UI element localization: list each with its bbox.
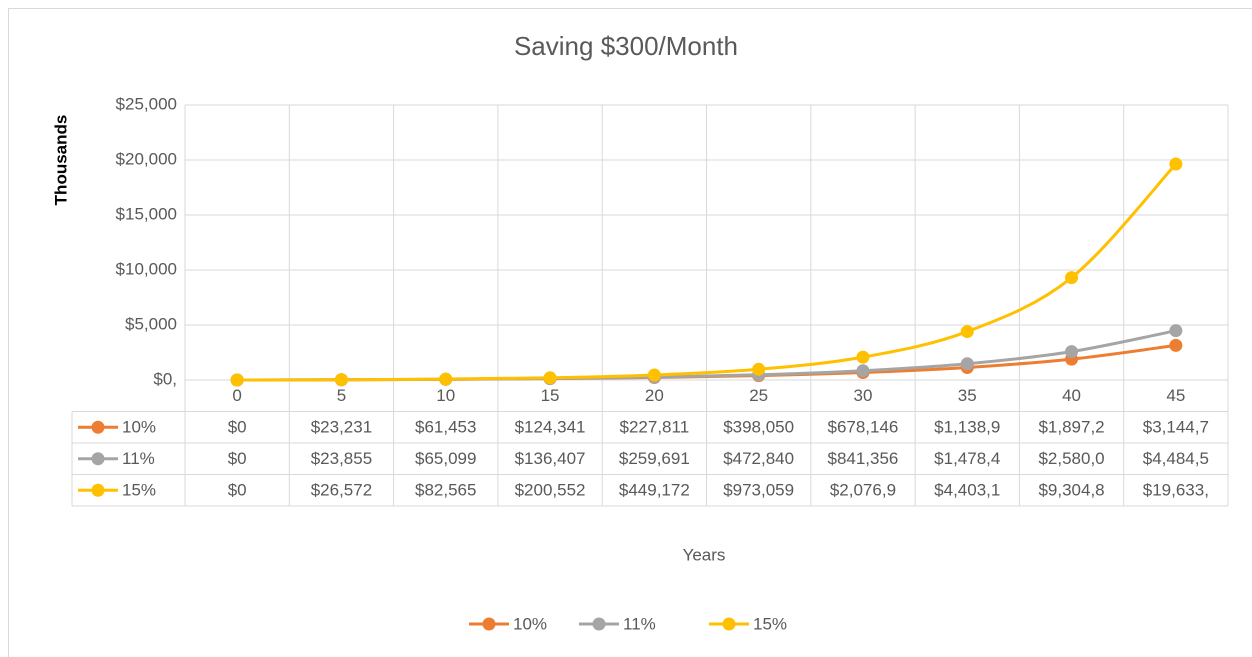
point xyxy=(1169,324,1183,338)
x-tick-label: 20 xyxy=(645,386,664,405)
x-tick-label: 15 xyxy=(541,386,560,405)
table-cell: $61,453 xyxy=(415,418,476,437)
table-cell: $973,059 xyxy=(723,481,794,500)
table-cell: $26,572 xyxy=(311,481,372,500)
x-tick-label: 10 xyxy=(436,386,455,405)
point xyxy=(752,362,766,376)
table-series-name: 11% xyxy=(122,449,155,468)
legend-label: 15% xyxy=(753,614,787,633)
table-cell: $2,580,0 xyxy=(1038,449,1104,468)
point xyxy=(439,372,453,386)
x-tick-label: 5 xyxy=(337,386,346,405)
table-cell: $227,811 xyxy=(620,418,690,437)
y-tick-label: $10,000 xyxy=(116,259,177,278)
x-tick-label: 25 xyxy=(749,386,768,405)
table-cell: $65,099 xyxy=(415,449,476,468)
y-tick-label: $5,000 xyxy=(125,314,177,333)
table-cell: $259,691 xyxy=(619,449,690,468)
table-cell: $0 xyxy=(228,481,247,500)
point xyxy=(334,373,348,387)
point xyxy=(647,368,661,382)
table-cell: $9,304,8 xyxy=(1038,481,1104,500)
table-cell: $124,341 xyxy=(515,418,586,437)
table-key-marker xyxy=(91,420,105,434)
legend-label: 10% xyxy=(513,614,547,633)
x-tick-label: 35 xyxy=(958,386,977,405)
table-cell: $19,633, xyxy=(1143,481,1209,500)
chart-frame xyxy=(8,8,1252,657)
table-cell: $472,840 xyxy=(723,449,794,468)
table-cell: $3,144,7 xyxy=(1143,418,1209,437)
table-key-marker xyxy=(91,452,105,466)
table-cell: $4,403,1 xyxy=(934,481,1000,500)
table-cell: $4,484,5 xyxy=(1143,449,1209,468)
series-line xyxy=(237,163,1177,382)
x-tick-label: 40 xyxy=(1062,386,1081,405)
point xyxy=(543,371,557,385)
table-cell: $1,138,9 xyxy=(934,418,1000,437)
table-cell: $136,407 xyxy=(515,449,586,468)
legend-key-marker xyxy=(482,617,496,631)
table-cell: $2,076,9 xyxy=(830,481,896,500)
table-cell: $1,897,2 xyxy=(1038,418,1104,437)
table-cell: $23,231 xyxy=(311,418,372,437)
x-tick-label: 45 xyxy=(1166,386,1185,405)
table-series-name: 10% xyxy=(122,418,156,437)
table-series-name: 15% xyxy=(122,481,156,500)
point xyxy=(856,364,870,378)
point xyxy=(960,325,974,339)
table-cell: $82,565 xyxy=(415,481,476,500)
y-tick-label: $15,000 xyxy=(116,204,177,223)
x-axis-title: Years xyxy=(683,545,726,564)
table-cell: $841,356 xyxy=(827,449,898,468)
legend-key-marker xyxy=(592,617,606,631)
table-cell: $23,855 xyxy=(311,449,372,468)
point xyxy=(1169,338,1183,352)
table-cell: $678,146 xyxy=(827,418,898,437)
point xyxy=(230,373,244,387)
table-cell: $449,172 xyxy=(619,481,690,500)
chart-title: Saving $300/Month xyxy=(514,31,738,61)
point xyxy=(1065,345,1079,359)
table-cell: $0 xyxy=(228,449,247,468)
point xyxy=(1169,157,1183,171)
point xyxy=(856,350,870,364)
legend-key-marker xyxy=(722,617,736,631)
table-cell: $200,552 xyxy=(515,481,586,500)
point xyxy=(1065,271,1079,285)
table-key-marker xyxy=(91,483,105,497)
x-tick-label: 30 xyxy=(853,386,872,405)
x-tick-label: 0 xyxy=(232,386,241,405)
table-cell: $0 xyxy=(228,418,247,437)
y-tick-label: $0, xyxy=(153,369,177,388)
y-tick-label: $20,000 xyxy=(116,149,177,168)
y-axis-title: Thousands xyxy=(51,115,70,206)
table-cell: $398,050 xyxy=(723,418,794,437)
point xyxy=(960,357,974,371)
table-cell: $1,478,4 xyxy=(934,449,1000,468)
legend-label: 11% xyxy=(623,614,656,633)
y-tick-label: $25,000 xyxy=(116,94,177,113)
